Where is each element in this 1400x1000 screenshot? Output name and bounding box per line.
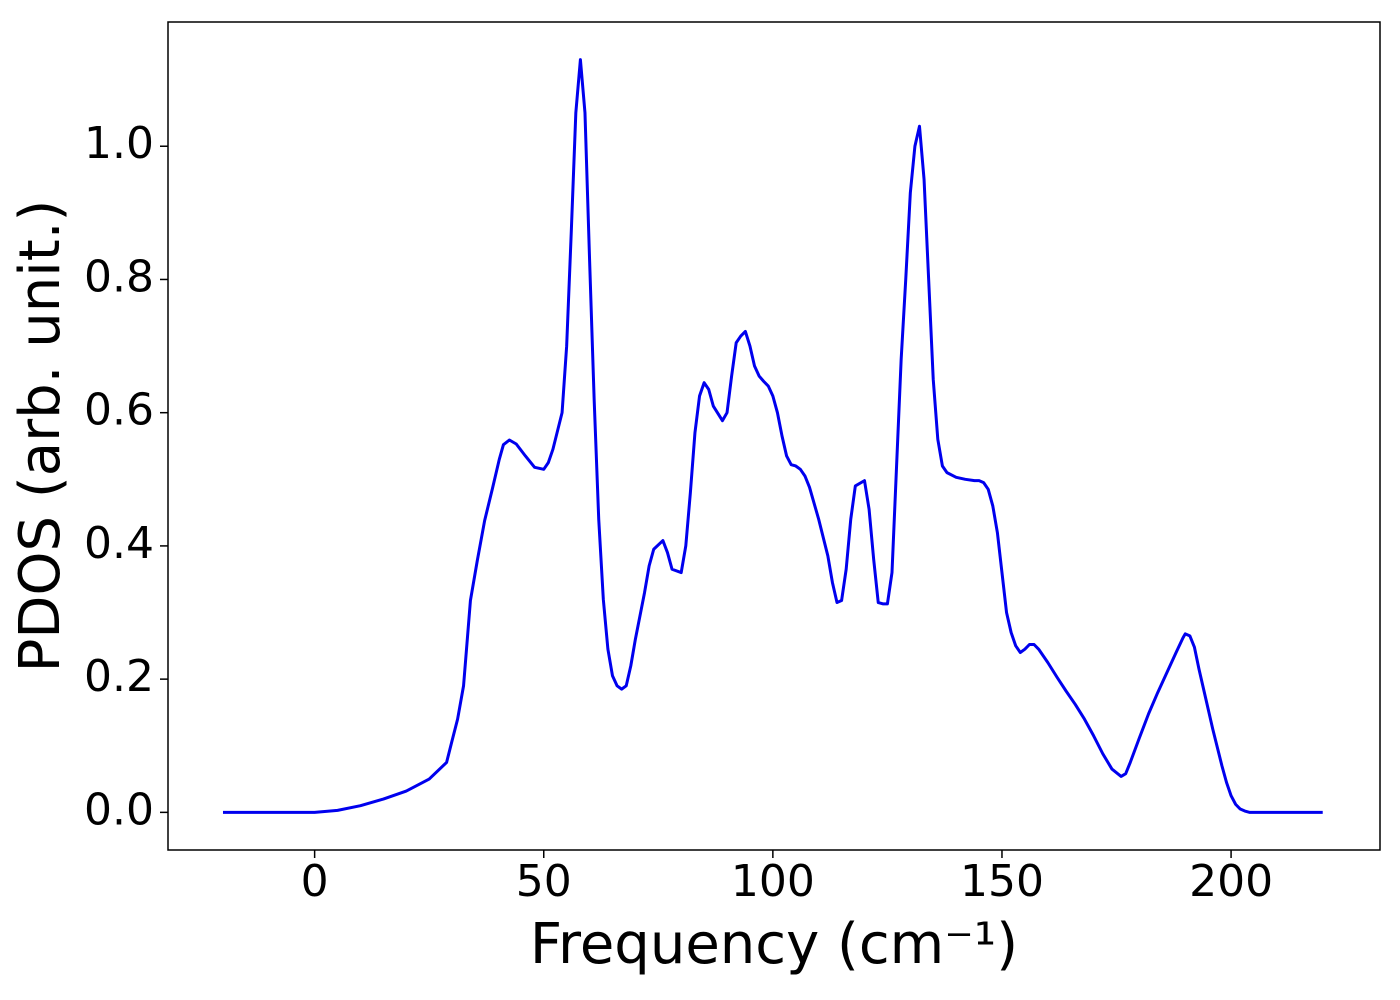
y-tick-label: 1.0 (84, 118, 154, 169)
y-tick-label: 0.8 (84, 251, 154, 302)
y-axis-label: PDOS (arb. unit.) (8, 200, 73, 673)
x-tick-label: 0 (301, 856, 329, 907)
data-line (222, 58, 1323, 814)
x-tick-label: 100 (731, 856, 815, 907)
x-tick-label: 150 (960, 856, 1044, 907)
y-tick-label: 0.4 (84, 518, 154, 569)
x-axis-label: Frequency (cm⁻¹) (530, 912, 1018, 977)
y-tick-label: 0.6 (84, 385, 154, 436)
y-tick-label: 0.0 (84, 784, 154, 835)
y-tick-label: 0.2 (84, 651, 154, 702)
plot-frame (167, 21, 1381, 851)
x-tick-label: 200 (1189, 856, 1273, 907)
x-tick-label: 50 (516, 856, 572, 907)
